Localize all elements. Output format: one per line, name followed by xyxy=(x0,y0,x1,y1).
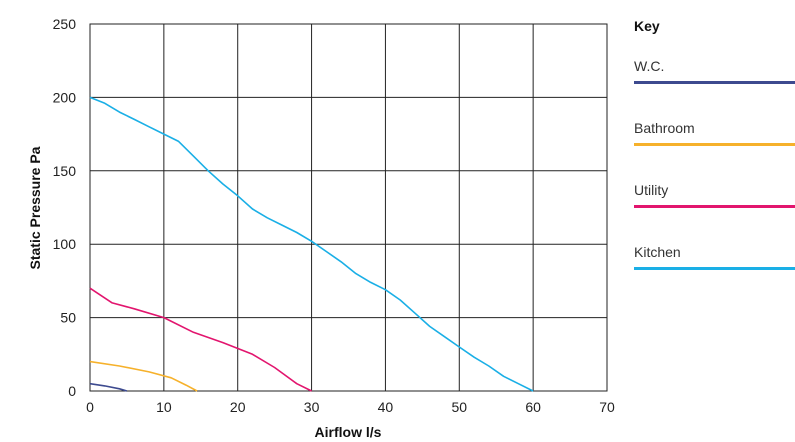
x-tick-label: 30 xyxy=(304,399,320,415)
x-tick-label: 0 xyxy=(86,399,94,415)
y-tick-label: 200 xyxy=(53,89,77,105)
legend-label-kitchen: Kitchen xyxy=(634,244,681,260)
y-tick-label: 0 xyxy=(68,383,76,399)
series-line-w-c xyxy=(89,382,128,392)
legend-label-bathroom: Bathroom xyxy=(634,120,695,136)
legend-swatch-utility xyxy=(634,205,795,208)
x-tick-label: 10 xyxy=(156,399,172,415)
legend-item-kitchen: Kitchen xyxy=(634,244,795,306)
legend-label-utility: Utility xyxy=(634,182,669,198)
legend-swatch-wc xyxy=(634,81,795,84)
legend-swatch-bathroom xyxy=(634,143,795,146)
plot-frame xyxy=(89,23,608,392)
legend-title: Key xyxy=(634,18,660,34)
x-tick-label: 70 xyxy=(599,399,615,415)
series-line-bathroom xyxy=(89,360,198,392)
y-tick-label: 150 xyxy=(53,163,77,179)
y-tick-label: 250 xyxy=(53,16,77,32)
y-axis-title: Static Pressure Pa xyxy=(27,146,43,269)
legend: Key W.C. Bathroom Utility Kitchen xyxy=(634,18,795,306)
series-line-kitchen xyxy=(89,96,534,392)
x-tick-label: 60 xyxy=(525,399,541,415)
series-line-utility xyxy=(89,287,312,392)
y-tick-label: 50 xyxy=(60,310,76,326)
legend-swatch-kitchen xyxy=(634,267,795,270)
y-tick-label: 100 xyxy=(53,236,77,252)
legend-label-wc: W.C. xyxy=(634,58,665,74)
series-lines xyxy=(89,96,534,392)
legend-item-utility: Utility xyxy=(634,182,795,244)
legend-item-bathroom: Bathroom xyxy=(634,120,795,182)
x-tick-label: 20 xyxy=(230,399,246,415)
tick-labels: 0 10 20 30 40 50 60 70 0 50 100 150 200 250 xyxy=(53,16,615,415)
legend-item-wc: W.C. xyxy=(634,58,795,120)
x-tick-label: 50 xyxy=(451,399,467,415)
x-tick-label: 40 xyxy=(378,399,394,415)
grid xyxy=(89,23,608,392)
x-axis-title: Airflow l/s xyxy=(315,424,382,440)
